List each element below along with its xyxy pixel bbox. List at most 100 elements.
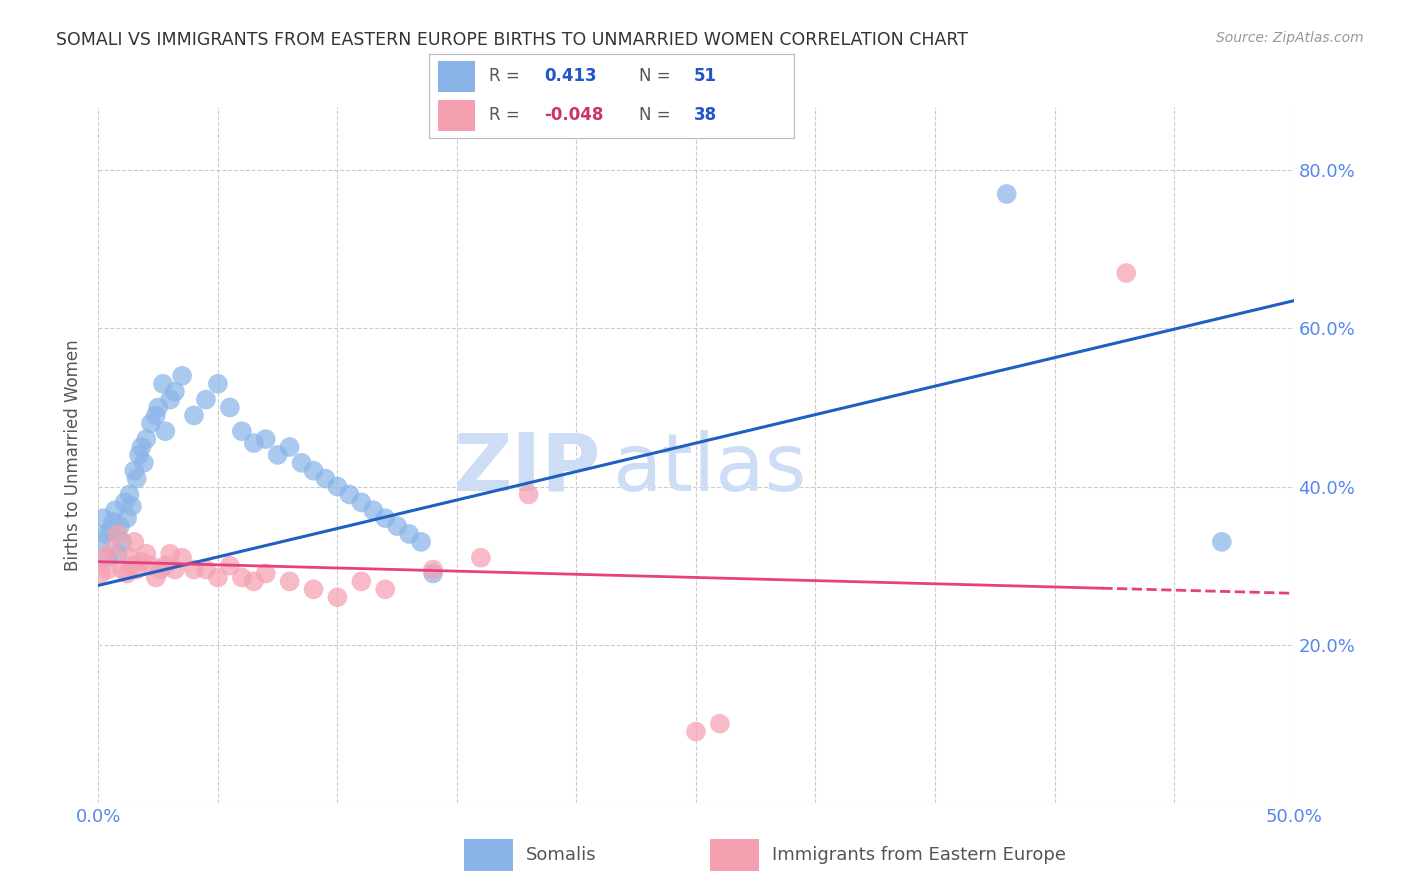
Text: N =: N = [638,68,671,86]
Point [243,436,266,450]
Point [128,448,150,462]
Point [183,409,205,423]
Point [125,472,148,486]
Point [91,511,114,525]
Point [411,534,433,549]
Point [207,570,229,584]
Point [350,495,373,509]
FancyBboxPatch shape [464,839,513,871]
Point [101,515,124,529]
Point [131,555,153,569]
Y-axis label: Births to Unmarried Women: Births to Unmarried Women [65,339,83,571]
Point [315,472,337,486]
Text: R =: R = [489,68,520,86]
Point [91,550,114,565]
Point [385,519,409,533]
Point [155,424,177,438]
Point [350,574,373,589]
Point [183,563,205,577]
Point [326,591,349,605]
Point [132,456,155,470]
Point [125,563,148,577]
Point [135,547,157,561]
Point [90,566,112,581]
Point [207,376,229,391]
FancyBboxPatch shape [710,839,759,871]
Point [97,550,120,565]
Point [398,527,420,541]
Point [163,563,186,577]
FancyBboxPatch shape [439,100,475,130]
Point [995,186,1018,201]
Text: -0.048: -0.048 [544,106,603,124]
Point [1115,266,1137,280]
Point [108,519,131,533]
Point [121,500,143,514]
Text: SOMALI VS IMMIGRANTS FROM EASTERN EUROPE BIRTHS TO UNMARRIED WOMEN CORRELATION C: SOMALI VS IMMIGRANTS FROM EASTERN EUROPE… [56,31,969,49]
Point [219,401,242,415]
Point [145,409,167,423]
Point [111,534,134,549]
Point [124,464,146,478]
Point [107,547,129,561]
Text: Somalis: Somalis [526,847,596,864]
Point [149,563,172,577]
Point [118,487,141,501]
Point [374,511,396,525]
Point [115,511,138,525]
Point [254,566,277,581]
Point [363,503,385,517]
Point [243,574,266,589]
Point [374,582,396,597]
Point [517,487,540,501]
Point [163,384,186,399]
Point [172,368,194,383]
Text: Immigrants from Eastern Europe: Immigrants from Eastern Europe [772,847,1066,864]
Point [139,417,162,431]
Point [326,479,349,493]
Point [139,558,162,573]
Point [135,432,157,446]
Point [94,527,117,541]
Point [159,547,181,561]
Point [709,716,731,731]
Text: R =: R = [489,106,520,124]
Point [159,392,181,407]
Point [98,523,122,537]
Point [145,570,167,584]
Point [278,440,301,454]
Point [118,550,141,565]
Point [104,503,127,517]
Point [339,487,360,501]
Point [121,558,143,573]
Point [685,724,707,739]
Point [172,550,194,565]
Point [291,456,314,470]
Point [101,542,124,557]
Point [302,464,325,478]
Point [148,401,170,415]
Text: N =: N = [638,106,671,124]
Point [267,448,290,462]
Point [111,563,134,577]
Point [194,392,218,407]
Point [115,566,138,581]
Point [107,527,129,541]
Point [231,570,253,584]
Point [302,582,325,597]
Point [422,563,444,577]
Point [231,424,253,438]
Point [219,558,242,573]
Point [90,534,112,549]
Point [114,495,136,509]
Point [422,566,444,581]
Point [1211,534,1233,549]
Point [131,440,153,454]
Point [124,534,146,549]
Text: 38: 38 [693,106,717,124]
Text: atlas: atlas [613,430,807,508]
Text: Source: ZipAtlas.com: Source: ZipAtlas.com [1216,31,1364,45]
FancyBboxPatch shape [439,62,475,92]
Text: 0.413: 0.413 [544,68,596,86]
Point [152,376,174,391]
